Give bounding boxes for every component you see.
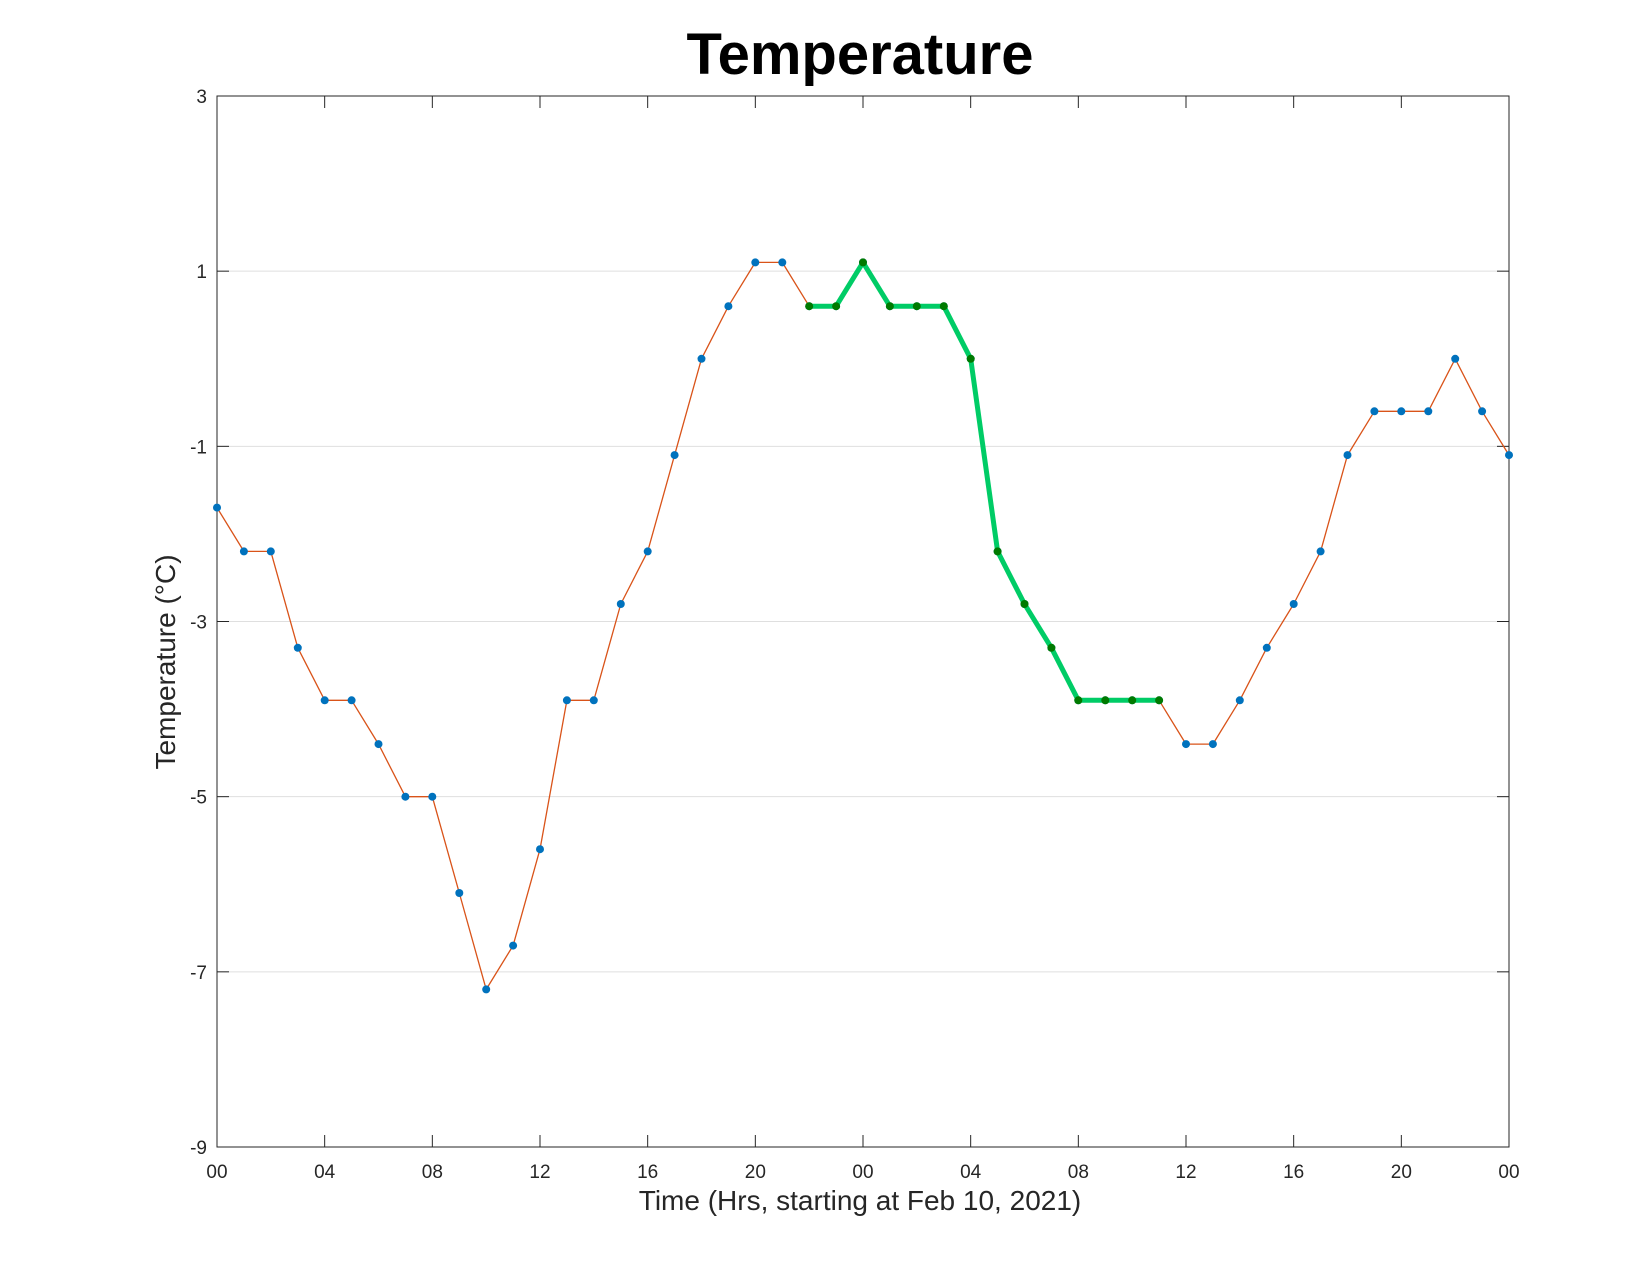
x-tick-label: 08 — [1068, 1162, 1089, 1183]
data-point — [428, 792, 437, 801]
highlight-data-point — [1101, 696, 1110, 705]
data-point — [293, 643, 302, 652]
data-point — [778, 258, 787, 267]
data-point — [482, 985, 491, 994]
data-series — [213, 258, 1513, 994]
data-point — [1424, 407, 1433, 416]
y-tick-label: 1 — [196, 262, 207, 283]
data-point — [536, 845, 544, 854]
chart-title: Temperature — [686, 22, 1033, 87]
data-point — [347, 696, 356, 705]
data-point — [670, 451, 679, 460]
data-point — [1505, 451, 1513, 460]
highlight-data-point — [1128, 696, 1137, 705]
data-point — [1343, 451, 1352, 460]
highlight-data-point — [1047, 643, 1056, 652]
data-point — [1208, 740, 1217, 749]
x-tick-label: 00 — [852, 1162, 873, 1183]
data-point — [1235, 696, 1244, 705]
highlight-data-point — [1020, 600, 1029, 608]
highlight-data-point — [832, 302, 841, 311]
data-point — [1397, 407, 1406, 416]
data-point — [320, 696, 329, 705]
x-tick-label: 04 — [960, 1162, 982, 1183]
highlight-data-point — [1155, 696, 1164, 705]
data-point — [1316, 547, 1325, 556]
data-point — [266, 547, 275, 556]
y-tick-label: -9 — [190, 1138, 207, 1159]
data-point — [213, 503, 221, 512]
y-tick-label: -5 — [190, 788, 207, 809]
data-point — [643, 547, 652, 556]
data-point — [455, 889, 464, 897]
tick-labels: -9 -7 -5 -3 -1 1 3 00 04 08 12 16 20 00 04 08 12 16 20 00 — [190, 87, 1519, 1183]
data-point — [751, 258, 760, 267]
x-tick-label: 16 — [637, 1162, 658, 1183]
y-tick-label: -7 — [190, 963, 207, 984]
x-tick-label: 16 — [1283, 1162, 1304, 1183]
x-tick-label: 00 — [1498, 1162, 1519, 1183]
y-tick-label: -3 — [190, 613, 207, 634]
data-point — [589, 696, 598, 705]
x-tick-label: 12 — [529, 1162, 550, 1183]
highlight-data-point — [966, 354, 975, 363]
x-tick-label: 08 — [422, 1162, 443, 1183]
data-point — [1370, 407, 1379, 416]
data-point — [1262, 643, 1271, 652]
highlight-series-line — [806, 259, 1162, 703]
highlight-data-point — [859, 258, 867, 267]
data-point — [239, 547, 248, 556]
data-point — [1289, 600, 1298, 608]
highlight-data-point — [805, 302, 814, 311]
y-tick-label: -1 — [190, 437, 207, 458]
data-point — [1478, 407, 1487, 416]
y-axis-label: Temperature (°C) — [150, 554, 181, 769]
highlight-data-point — [885, 302, 894, 311]
x-tick-label: 00 — [206, 1162, 227, 1183]
data-point — [1451, 354, 1460, 363]
x-tick-label: 12 — [1175, 1162, 1196, 1183]
highlight-data-point — [912, 302, 921, 311]
highlight-data-point — [939, 302, 948, 311]
data-point — [1182, 740, 1190, 749]
data-point — [374, 740, 383, 749]
data-point — [562, 696, 571, 705]
x-tick-label: 20 — [1391, 1162, 1412, 1183]
data-point — [401, 792, 410, 801]
data-point — [616, 600, 625, 608]
x-tick-label: 20 — [745, 1162, 766, 1183]
data-point — [724, 302, 733, 311]
highlight-data-point — [993, 547, 1002, 556]
highlight-data-point — [1074, 696, 1083, 705]
data-point — [697, 354, 706, 363]
x-axis-label: Time (Hrs, starting at Feb 10, 2021) — [639, 1185, 1081, 1216]
x-tick-label: 04 — [314, 1162, 336, 1183]
data-point — [509, 941, 518, 950]
axis-ticks — [216, 95, 1510, 1148]
y-tick-label: 3 — [196, 87, 207, 108]
